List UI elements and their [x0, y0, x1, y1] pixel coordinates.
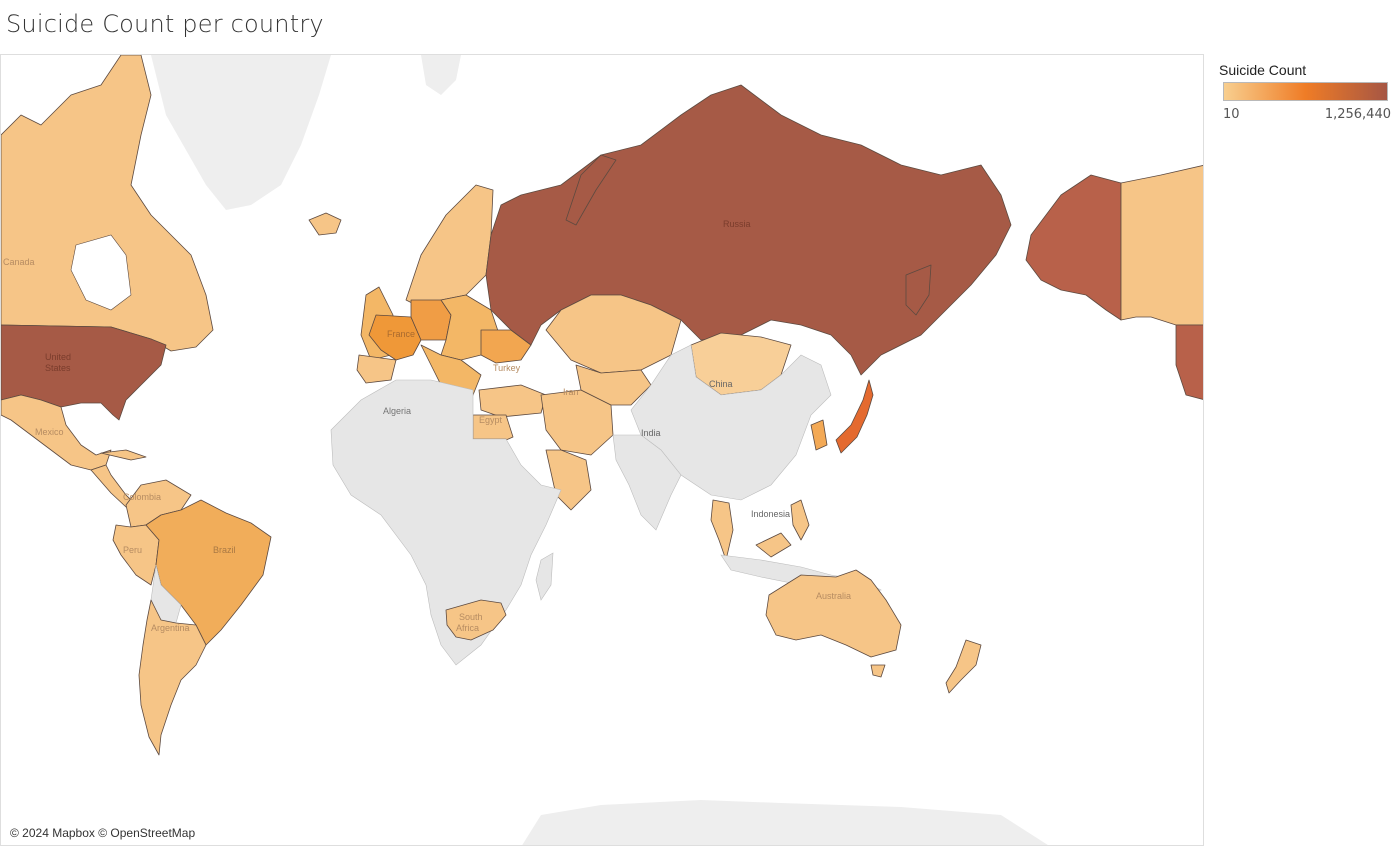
label-turkey: Turkey — [493, 363, 521, 373]
legend-ticks: 10 1,256,440 — [1223, 107, 1391, 122]
label-india: India — [641, 428, 661, 438]
label-indonesia: Indonesia — [751, 509, 790, 519]
page-title: Suicide Count per country — [6, 10, 324, 38]
legend-min-label: 10 — [1223, 107, 1240, 122]
antarctica-shape — [522, 800, 1048, 845]
country-argentina[interactable] — [138, 599, 207, 756]
country-kazakhstan[interactable] — [545, 294, 682, 374]
country-malaysia[interactable] — [755, 532, 792, 558]
label-russia: Russia — [723, 219, 751, 229]
label-colombia: Colombia — [123, 492, 161, 502]
country-korea[interactable] — [810, 419, 828, 451]
label-china: China — [709, 379, 733, 389]
greenland-shape — [151, 55, 331, 210]
legend-title: Suicide Count — [1219, 62, 1307, 78]
country-india[interactable] — [612, 434, 682, 531]
label-brazil: Brazil — [213, 545, 236, 555]
label-south-africa-1: South — [459, 612, 483, 622]
country-south-africa[interactable] — [445, 599, 507, 641]
country-united-states-alaska[interactable] — [1025, 174, 1122, 321]
label-iran: Iran — [563, 387, 579, 397]
label-egypt: Egypt — [479, 415, 503, 425]
country-australia[interactable] — [765, 569, 902, 658]
map-attribution[interactable]: © 2024 Mapbox © OpenStreetMap — [6, 824, 200, 842]
svalbard-shape — [421, 55, 461, 95]
label-australia: Australia — [816, 591, 851, 601]
label-argentina: Argentina — [151, 623, 190, 633]
label-united-states-1: United — [45, 352, 71, 362]
country-japan[interactable] — [835, 379, 874, 454]
label-canada: Canada — [3, 257, 35, 267]
map-canvas[interactable]: Canada United States Mexico Colombia Per… — [0, 54, 1204, 846]
legend-gradient-bar — [1223, 82, 1388, 101]
country-philippines[interactable] — [790, 499, 810, 541]
label-mexico: Mexico — [35, 427, 64, 437]
choropleth-map[interactable]: Canada United States Mexico Colombia Per… — [1, 55, 1204, 846]
country-madagascar[interactable] — [535, 552, 554, 601]
label-south-africa-2: Africa — [456, 623, 479, 633]
country-new-zealand[interactable] — [945, 639, 982, 694]
country-spain[interactable] — [356, 354, 397, 384]
label-united-states-2: States — [45, 363, 71, 373]
continent-africa[interactable] — [330, 379, 562, 666]
legend-max-label: 1,256,440 — [1324, 107, 1391, 122]
country-canada-east[interactable] — [1120, 165, 1204, 326]
country-central-asia[interactable] — [575, 364, 652, 406]
label-france: France — [387, 329, 415, 339]
country-united-states-west[interactable] — [1175, 324, 1204, 400]
country-iceland[interactable] — [308, 212, 342, 236]
label-algeria: Algeria — [383, 406, 411, 416]
country-peru[interactable] — [112, 524, 160, 586]
hudson-bay — [70, 234, 132, 311]
country-scandinavia[interactable] — [405, 184, 494, 311]
label-peru: Peru — [123, 545, 142, 555]
country-thailand[interactable] — [710, 499, 734, 561]
country-australia-tasmania[interactable] — [870, 664, 886, 678]
color-legend: Suicide Count 10 1,256,440 — [1219, 62, 1391, 122]
country-cuba[interactable] — [100, 449, 147, 461]
country-mexico[interactable] — [1, 394, 112, 471]
country-russia-east[interactable] — [905, 264, 932, 316]
country-russia-novaya-zemlya[interactable] — [565, 154, 617, 226]
country-turkey[interactable] — [478, 384, 547, 418]
